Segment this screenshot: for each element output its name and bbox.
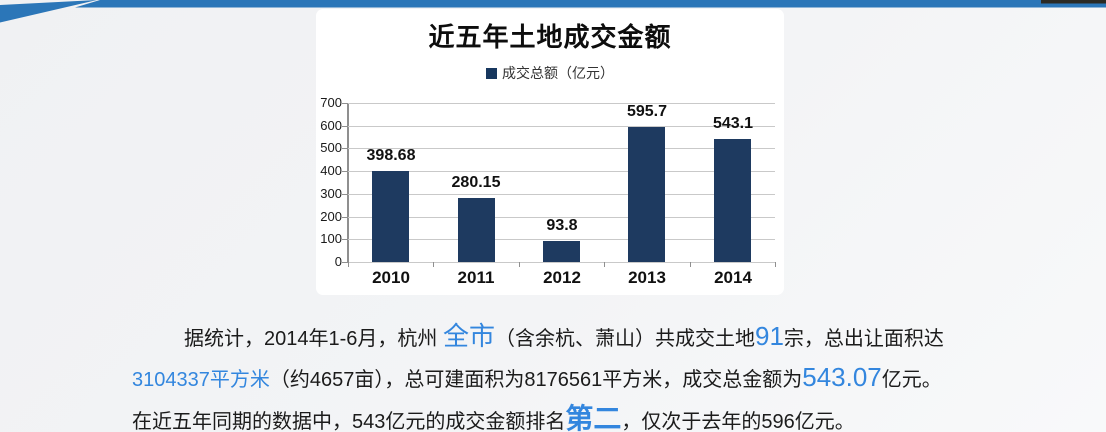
- x-axis-label: 2014: [714, 268, 752, 287]
- gridline: [348, 194, 775, 195]
- bar-2012: [543, 241, 580, 262]
- y-axis-line: [347, 103, 349, 263]
- text-segment: 在近五年同期的数据中，543亿元的成交金额排名: [132, 411, 566, 432]
- gridline: [348, 262, 775, 263]
- photo-fragment-strip: [1041, 0, 1106, 4]
- text-segment: 宗，总出让面积达: [783, 328, 944, 350]
- x-axis-tick: [604, 262, 605, 267]
- bar-value-label: 543.1: [712, 115, 754, 132]
- paragraph-line-2: 3104337平方米（约4657亩），总可建面积为8176561平方米，成交总金…: [132, 359, 992, 400]
- banner-bar-shape: [75, 0, 1106, 8]
- x-axis-tick: [433, 262, 434, 267]
- paragraph-line-1: 据统计，2014年1-6月，杭州 全市（含余杭、萧山）共成交土地91宗，总出让面…: [132, 318, 992, 359]
- bar-value-label: 595.7: [626, 103, 668, 120]
- highlight-segment: 91: [754, 321, 784, 351]
- bar-value-label: 93.8: [546, 217, 578, 234]
- legend-label: 成交总额（亿元）: [502, 65, 614, 81]
- y-axis-label: 600: [320, 118, 342, 133]
- y-axis-tick: [342, 148, 348, 149]
- header-banner: [0, 0, 1106, 23]
- gridline: [348, 171, 775, 172]
- x-axis-label: 2013: [628, 268, 666, 287]
- x-axis-label: 2012: [543, 268, 581, 287]
- bar-2011: [458, 198, 495, 262]
- highlight-segment: 全市: [442, 321, 495, 351]
- gridline: [348, 217, 775, 218]
- bar-2014: [714, 139, 751, 262]
- bar-value-label: 398.68: [366, 147, 416, 164]
- text-segment: ，仅次于去年的596亿元。: [621, 411, 855, 432]
- y-axis-label: 300: [320, 186, 342, 201]
- y-axis-label: 400: [320, 163, 342, 178]
- y-axis-label: 700: [320, 95, 342, 110]
- y-axis-tick: [342, 103, 348, 104]
- y-axis-tick: [342, 126, 348, 127]
- text-segment: （约4657亩），总可建面积为8176561平方米，成交总金额为: [269, 369, 803, 391]
- x-axis-tick: [775, 262, 776, 267]
- bar-value-label: 280.15: [451, 174, 501, 191]
- text-segment: （含余杭、萧山）共成交土地: [494, 328, 755, 350]
- y-axis-tick: [342, 171, 348, 172]
- y-axis-label: 100: [320, 231, 342, 246]
- highlight-segment: 543.07: [802, 362, 882, 392]
- gridline: [348, 239, 775, 240]
- y-axis-label: 0: [334, 254, 342, 269]
- chart-legend: 成交总额（亿元）: [316, 65, 784, 81]
- highlight-segment: 第二: [565, 403, 622, 432]
- plot-area: 700 600 500 400 300 200 100 0 398.68 2010 280.15 20…: [320, 95, 776, 287]
- summary-paragraph: 据统计，2014年1-6月，杭州 全市（含余杭、萧山）共成交土地91宗，总出让面…: [132, 318, 992, 432]
- y-axis-label: 200: [320, 209, 342, 224]
- gridline: [348, 148, 775, 149]
- bar-2013: [628, 127, 665, 262]
- y-axis-tick: [342, 262, 348, 263]
- bar-2010: [372, 171, 409, 262]
- y-axis-label: 500: [320, 140, 342, 155]
- paragraph-line-3: 在近五年同期的数据中，543亿元的成交金额排名第二，仅次于去年的596亿元。: [132, 400, 992, 432]
- text-segment: 据统计，2014年1-6月，杭州: [184, 328, 443, 350]
- x-axis-tick: [348, 262, 349, 267]
- gridline: [348, 126, 775, 127]
- y-axis-tick: [342, 194, 348, 195]
- chart-title: 近五年土地成交金额: [428, 22, 672, 52]
- x-axis-tick: [519, 262, 520, 267]
- y-axis-tick: [342, 217, 348, 218]
- text-segment: 亿元。: [881, 369, 942, 391]
- gridline: [348, 103, 775, 104]
- banner-ribbon-shape: [0, 0, 97, 23]
- chart-panel: 近五年土地成交金额 成交总额（亿元） 700 600 500 400 300 200 100…: [316, 9, 784, 295]
- x-axis-label: 2010: [372, 268, 410, 287]
- legend-square-icon: [486, 67, 497, 79]
- y-axis-tick: [342, 239, 348, 240]
- x-axis-tick: [690, 262, 691, 267]
- highlight-segment: 3104337平方米: [132, 369, 270, 391]
- x-axis-label: 2011: [457, 268, 495, 287]
